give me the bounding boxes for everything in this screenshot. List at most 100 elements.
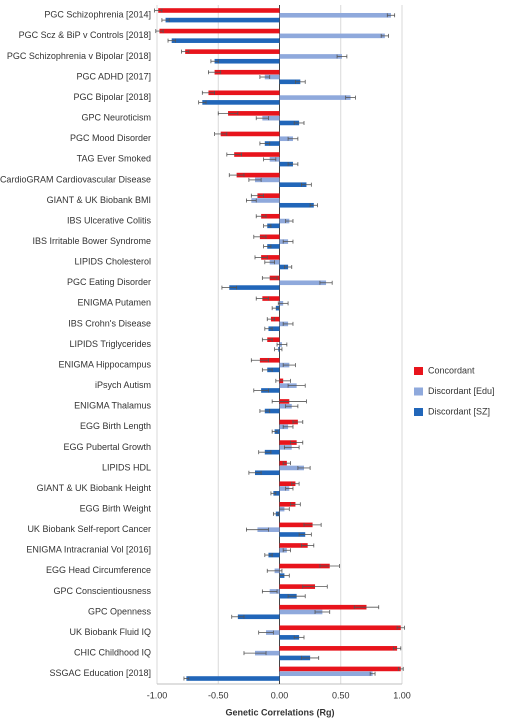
bar	[255, 650, 280, 656]
legend-label: Discordant [SZ]	[428, 406, 490, 416]
error-bar	[298, 532, 312, 537]
y-tick-label: GIANT & UK Biobank Height	[37, 483, 152, 493]
error-bar	[275, 378, 291, 383]
bar	[257, 193, 280, 198]
error-bar	[255, 296, 269, 301]
bar	[279, 465, 304, 471]
error-bar	[226, 152, 242, 157]
bar	[279, 584, 316, 589]
y-tick-label: GIANT & UK Biobank BMI	[47, 195, 151, 205]
bar	[279, 79, 301, 85]
bar	[279, 671, 373, 677]
y-tick-label: PGC Bipolar [2018]	[73, 92, 151, 102]
error-bar	[266, 317, 276, 322]
y-tick-label: UK Biobank Fluid IQ	[69, 627, 151, 637]
bar	[279, 218, 290, 224]
error-bar	[380, 33, 389, 38]
bar	[279, 12, 391, 18]
error-bar	[274, 347, 283, 352]
y-tick-label: GPC Openness	[88, 606, 152, 616]
y-tick-label: EGG Birth Length	[80, 421, 151, 431]
error-bar	[282, 239, 294, 244]
bar	[261, 388, 280, 393]
y-tick-label: SSGAC Education [2018]	[49, 668, 151, 678]
error-bar	[285, 486, 294, 491]
error-bar	[154, 8, 163, 13]
error-bar	[248, 470, 262, 475]
error-bar	[250, 193, 264, 198]
error-bar	[386, 13, 396, 18]
y-tick-label: ENIGMA Hippocampus	[58, 359, 151, 369]
bar	[279, 532, 306, 537]
bar	[259, 234, 280, 240]
bar	[251, 198, 280, 203]
error-bar	[277, 301, 289, 306]
bar	[186, 676, 280, 681]
error-bar	[261, 275, 278, 280]
error-bar	[259, 75, 271, 80]
y-tick-label: IBS Ulcerative Colitis	[67, 215, 152, 225]
error-bar	[393, 646, 402, 651]
error-bar	[285, 219, 294, 224]
y-tick-label: EGG Head Circumference	[46, 565, 151, 575]
bar	[279, 625, 401, 631]
y-tick-label: PGC ADHD [2017]	[76, 71, 151, 81]
error-bar	[287, 594, 306, 599]
bar	[279, 419, 298, 425]
error-bar	[201, 90, 215, 95]
y-tick-label: EGG Birth Weight	[80, 503, 152, 513]
bar	[279, 182, 307, 187]
y-tick-label: LIPIDS HDL	[102, 462, 151, 472]
error-bar	[214, 131, 228, 136]
y-tick-label: ENIGMA Thalamus	[74, 401, 151, 411]
error-bar	[285, 404, 299, 409]
bar	[228, 111, 280, 116]
bar	[279, 635, 300, 640]
error-bar	[258, 630, 274, 635]
error-bar	[282, 363, 296, 368]
error-bar	[181, 49, 190, 54]
bar	[261, 213, 280, 219]
bar	[279, 280, 327, 286]
bar	[259, 357, 280, 363]
y-tick-label: LIPIDS Triglycerides	[69, 339, 151, 349]
y-tick-label: CardioGRAM Cardiovascular Disease	[0, 174, 151, 184]
error-bar	[261, 367, 273, 372]
error-bar	[301, 182, 312, 187]
bar	[255, 470, 280, 476]
bar	[270, 316, 280, 322]
bar	[234, 152, 280, 157]
bar	[165, 17, 280, 23]
bar	[279, 543, 308, 548]
legend-label: Concordant	[428, 365, 475, 375]
bar	[237, 614, 280, 620]
error-bar	[319, 280, 333, 285]
bar	[208, 90, 280, 96]
error-bar	[282, 321, 294, 326]
error-bar	[253, 388, 269, 393]
error-bar	[250, 358, 269, 363]
bar	[229, 285, 280, 290]
bar	[279, 481, 296, 487]
error-bar	[264, 260, 276, 265]
bar	[262, 296, 280, 301]
bar	[267, 367, 280, 373]
error-bar	[282, 424, 294, 429]
x-tick-label: 0.50	[332, 690, 350, 700]
bar	[264, 408, 280, 414]
bar	[268, 552, 280, 558]
error-bar	[283, 445, 300, 450]
bar	[220, 131, 280, 137]
bar	[279, 563, 330, 569]
error-bar	[283, 264, 293, 269]
y-tick-label: LIPIDS Cholesterol	[74, 257, 151, 267]
bar	[214, 58, 280, 64]
error-bar	[263, 244, 272, 249]
y-tick-label: IBS Crohn's Disease	[68, 318, 151, 328]
bar	[264, 74, 280, 80]
bar	[262, 115, 280, 121]
error-bar	[396, 625, 405, 630]
error-bar	[336, 54, 348, 59]
legend-swatch	[414, 387, 423, 396]
y-tick-label: iPsych Autism	[95, 380, 151, 390]
